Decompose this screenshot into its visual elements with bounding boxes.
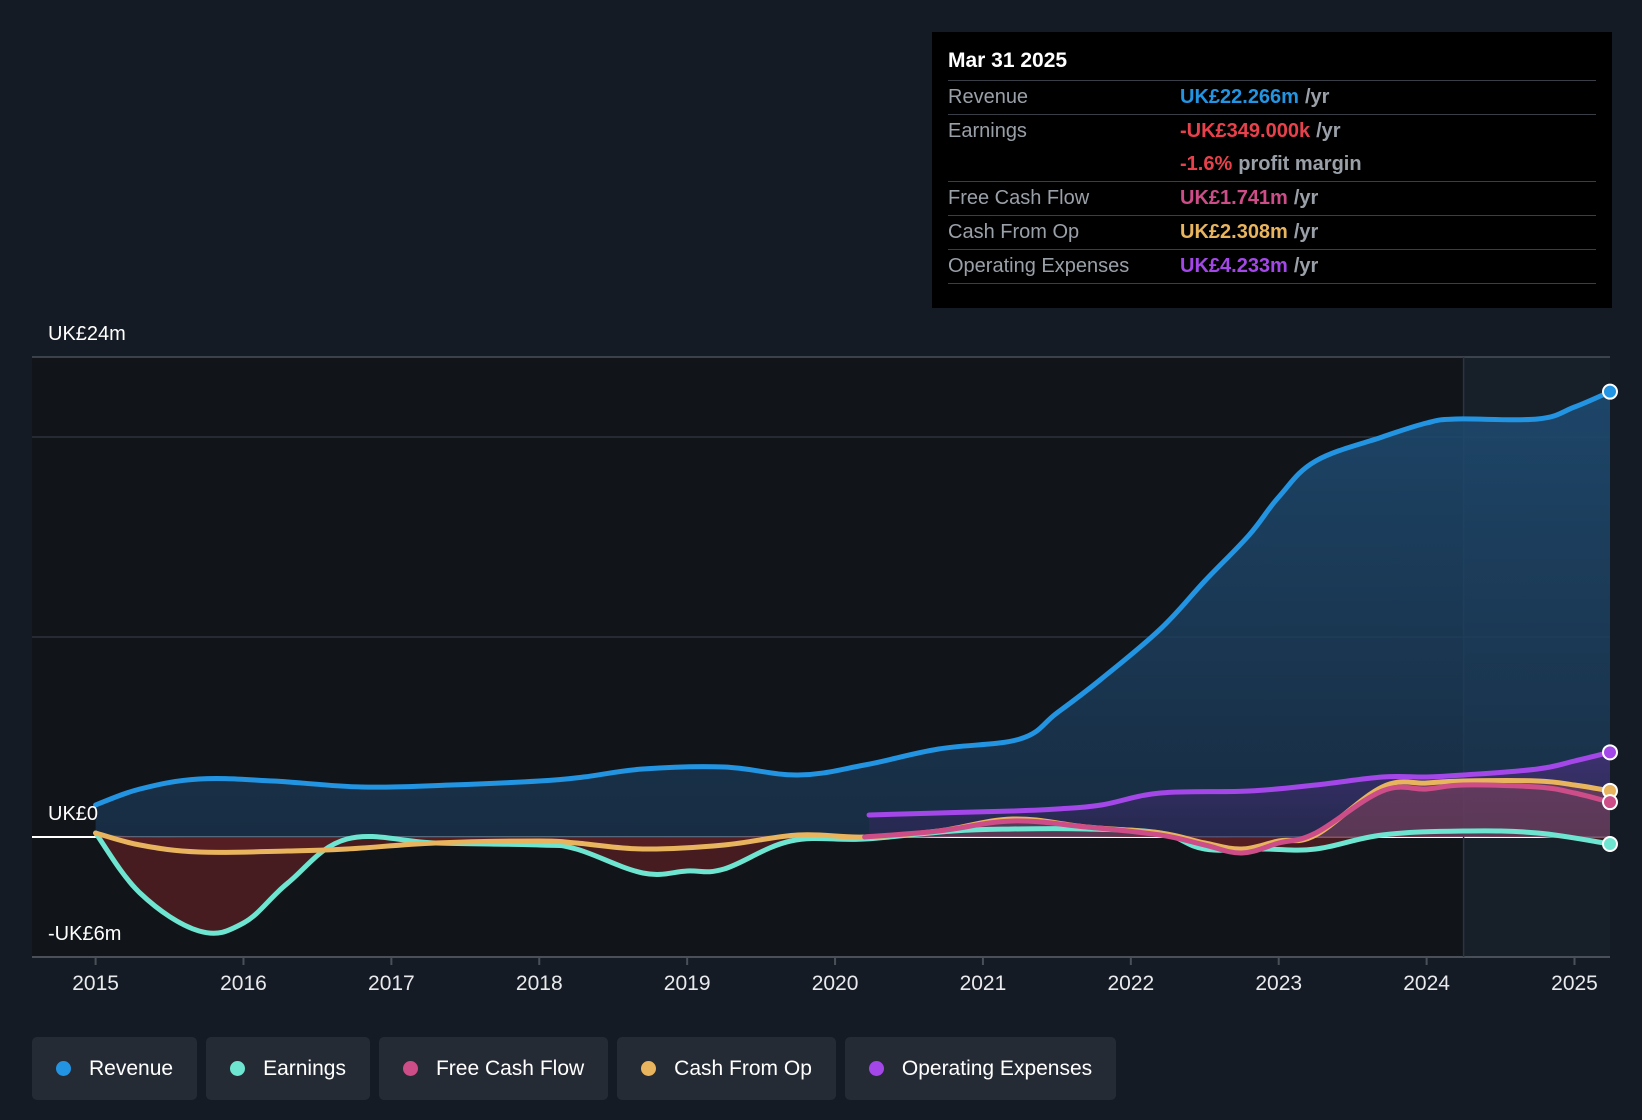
line-free-cash-flow	[862, 782, 1613, 856]
tooltip-label: Revenue	[948, 86, 1029, 108]
endpoint-free-cash-flow	[1602, 794, 1618, 811]
tooltip-row-earnings: Earnings -UK£349.000k /yr	[948, 114, 1596, 148]
line-revenue	[93, 389, 1613, 808]
x-axis: 2015 2016 2017 2018 2019 2020 2021 2022 2023 2024…	[72, 957, 1598, 995]
legend-dot-icon	[402, 1061, 418, 1076]
tooltip-unit: /yr	[1293, 255, 1319, 277]
tooltip-value: UK£2.308m	[1180, 221, 1288, 243]
tooltip-value: UK£4.233m	[1180, 255, 1288, 277]
area-revenue	[95, 391, 1610, 837]
area-operating-expenses	[869, 752, 1610, 837]
tooltip-value: -UK£349.000k	[1180, 120, 1311, 142]
tooltip-unit: /yr	[1293, 221, 1319, 243]
x-tick-label: 2025	[1551, 972, 1598, 995]
x-tick-label: 2023	[1255, 972, 1302, 995]
legend-item-revenue[interactable]: Revenue	[32, 1037, 198, 1100]
legend-dot-icon	[868, 1061, 884, 1076]
legend-dot-icon	[641, 1061, 657, 1076]
x-tick-label: 2024	[1403, 972, 1450, 995]
endpoint-operating-expenses	[1602, 744, 1618, 761]
legend-label: Earnings	[263, 1056, 346, 1080]
x-tick-label: 2018	[516, 972, 563, 995]
tooltip-row-cash-from-op: Cash From Op UK£2.308m /yr	[948, 215, 1596, 249]
tooltip-unit: /yr	[1304, 86, 1330, 108]
line-operating-expenses	[866, 749, 1613, 818]
legend-label: Revenue	[89, 1056, 174, 1080]
tooltip-value: UK£1.741m	[1180, 187, 1288, 209]
tooltip-date: Mar 31 2025	[948, 49, 1068, 72]
x-tick-label: 2019	[664, 972, 711, 995]
y-label-zero: UK£0	[48, 803, 98, 825]
y-label-top: UK£24m	[48, 323, 126, 345]
legend-dot-icon	[56, 1061, 71, 1076]
series-endpoints	[1602, 383, 1618, 852]
x-tick-label: 2020	[812, 972, 859, 995]
legend-label: Cash From Op	[674, 1056, 812, 1080]
tooltip-label: Operating Expenses	[948, 255, 1130, 277]
x-tick-label: 2022	[1107, 972, 1154, 995]
legend-dot-icon	[230, 1061, 246, 1076]
x-tick-label: 2015	[72, 972, 119, 995]
legend-label: Operating Expenses	[901, 1056, 1093, 1080]
y-label-bottom: -UK£6m	[48, 923, 121, 945]
x-tick-label: 2021	[960, 972, 1007, 995]
legend-label: Free Cash Flow	[435, 1056, 585, 1080]
series-lines	[93, 389, 1613, 936]
legend-item-earnings[interactable]: Earnings	[206, 1037, 370, 1100]
tooltip-unit: profit margin	[1238, 153, 1362, 175]
endpoint-earnings	[1602, 835, 1618, 852]
tooltip-row-profit-margin: -1.6% profit margin	[948, 148, 1596, 181]
legend-item-cash-from-op[interactable]: Cash From Op	[617, 1037, 836, 1100]
endpoint-revenue	[1602, 383, 1618, 400]
tooltip-value: -1.6%	[1180, 153, 1233, 175]
line-earnings	[93, 826, 1613, 936]
legend-item-operating-expenses[interactable]: Operating Expenses	[844, 1037, 1117, 1100]
tooltip-value: UK£22.266m	[1180, 86, 1299, 108]
tooltip-label: Cash From Op	[948, 221, 1080, 243]
x-tick-label: 2017	[368, 972, 415, 995]
legend: Revenue Earnings Free Cash Flow Cash Fro…	[32, 1037, 1117, 1100]
x-tick-label: 2016	[220, 972, 267, 995]
tooltip-unit: /yr	[1293, 187, 1319, 209]
tooltip: Mar 31 2025 Revenue UK£22.266m /yr Earni…	[932, 32, 1612, 308]
tooltip-unit: /yr	[1316, 120, 1341, 142]
tooltip-row-operating-expenses: Operating Expenses UK£4.233m /yr	[948, 249, 1596, 284]
tooltip-label: Free Cash Flow	[948, 187, 1090, 209]
tooltip-label: Earnings	[948, 120, 1027, 142]
tooltip-row-revenue: Revenue UK£22.266m /yr	[948, 80, 1596, 114]
tooltip-row-free-cash-flow: Free Cash Flow UK£1.741m /yr	[948, 181, 1596, 215]
legend-item-free-cash-flow[interactable]: Free Cash Flow	[378, 1037, 609, 1100]
